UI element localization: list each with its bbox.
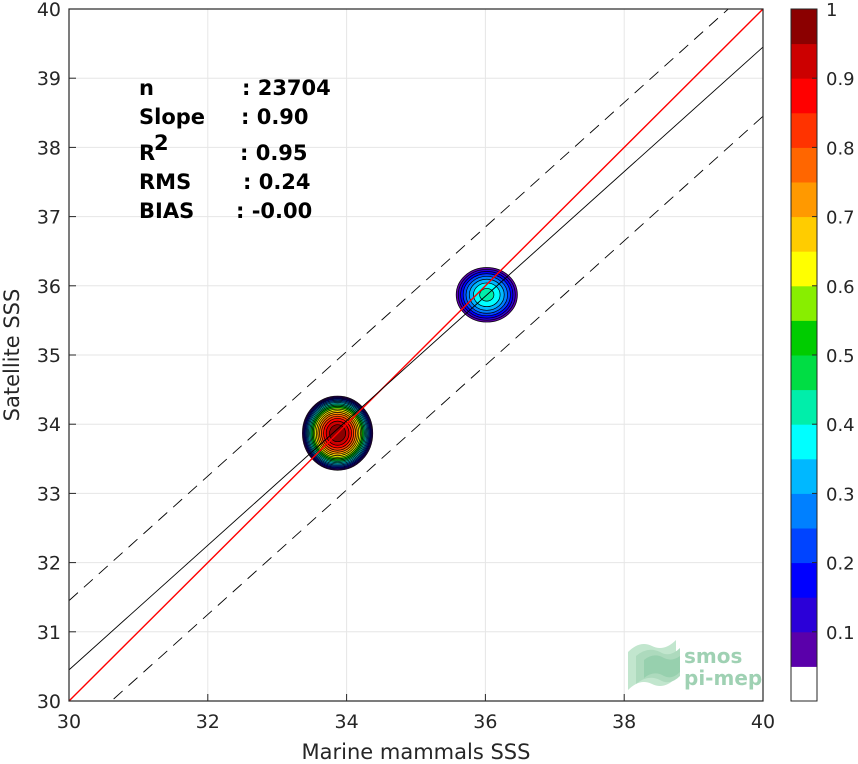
- stat-label: Slope: [139, 105, 205, 129]
- y-tick-label: 37: [37, 207, 61, 229]
- colorbar-tick-label: 0.3: [826, 484, 855, 505]
- colorbar-swatch: [791, 355, 817, 391]
- x-axis-ticks: 30 32 34 36 38 40: [57, 694, 775, 733]
- stat-value: : 0.24: [243, 170, 311, 194]
- y-tick-label: 38: [37, 137, 61, 159]
- stat-label: n: [139, 76, 154, 100]
- logo-line2: pi-mep: [684, 666, 762, 690]
- colorbar-swatch: [791, 285, 817, 321]
- colorbar-tick-label: 1: [826, 0, 837, 21]
- stat-value: : 0.95: [240, 141, 308, 165]
- colorbar-frame: [790, 8, 818, 702]
- stat-value: : 23704: [242, 76, 331, 100]
- colorbar-swatch: [791, 112, 817, 148]
- colorbar-swatch: [791, 320, 817, 356]
- x-tick-label: 34: [335, 711, 359, 733]
- x-tick-label: 38: [612, 711, 636, 733]
- colorbar-swatch: [791, 597, 817, 633]
- y-tick-label: 34: [37, 414, 61, 436]
- y-tick-label: 33: [37, 483, 61, 505]
- colorbar-swatch: [791, 78, 817, 114]
- colorbar-tick-label: 0.9: [826, 69, 855, 90]
- reference-lines: [69, 9, 763, 701]
- colorbar-tick-label: 0.5: [826, 346, 855, 367]
- colorbar-swatch: [791, 147, 817, 183]
- x-tick-label: 32: [196, 711, 220, 733]
- stat-label: RMS: [139, 170, 191, 194]
- colorbar-swatch: [791, 528, 817, 564]
- colorbar-swatch: [791, 182, 817, 218]
- stat-label: BIAS: [139, 199, 194, 223]
- y-tick-label: 32: [37, 553, 61, 575]
- colorbar-swatch: [791, 458, 817, 494]
- x-tick-label: 36: [473, 711, 497, 733]
- colorbar-swatch: [791, 424, 817, 460]
- colorbar-swatch: [791, 562, 817, 598]
- logo-line1: smos: [684, 644, 742, 668]
- logo-waves-icon: [628, 640, 680, 690]
- y-axis-ticks: 30 31 32 33 34 35 36 37 38 39 40: [37, 0, 76, 713]
- y-tick-label: 31: [37, 622, 61, 644]
- y-axis-label: Satellite SSS: [0, 289, 24, 422]
- stat-value: : -0.00: [236, 199, 312, 223]
- colorbar-tick-label: 0.6: [826, 277, 855, 298]
- y-tick-label: 36: [37, 276, 61, 298]
- colorbar-swatch: [791, 43, 817, 79]
- x-axis-label: Marine mammals SSS: [302, 740, 531, 764]
- one-to-one-line: [69, 9, 763, 701]
- x-tick-label: 40: [751, 711, 775, 733]
- colorbar: [791, 9, 817, 702]
- x-tick-label: 30: [57, 711, 81, 733]
- stats-box: n : 23704 Slope : 0.90 R2 : 0.95 RMS : 0.24 BIAS…: [139, 76, 331, 223]
- colorbar-swatch: [791, 251, 817, 287]
- regression-offset-line: [110, 115, 763, 701]
- y-tick-label: 30: [37, 691, 61, 713]
- colorbar-swatch: [791, 389, 817, 425]
- smos-pi-mep-logo: smos pi-mep: [628, 640, 762, 690]
- colorbar-tick-label: 0.2: [826, 554, 855, 575]
- y-tick-label: 40: [37, 0, 61, 21]
- regression-line: [69, 46, 763, 671]
- stat-label: R: [139, 141, 155, 165]
- colorbar-tick-label: 0.1: [826, 623, 855, 644]
- colorbar-swatch: [791, 666, 817, 702]
- grid: [68, 8, 764, 702]
- stat-label-sup: 2: [154, 131, 169, 155]
- y-tick-label: 39: [37, 68, 61, 90]
- colorbar-swatch: [791, 216, 817, 252]
- colorbar-swatch: [791, 9, 817, 45]
- colorbar-tick-label: 0.7: [826, 208, 855, 229]
- colorbar-ticks: 0.1 0.2 0.3 0.4 0.5 0.6 0.7 0.8 0.9 1: [812, 0, 855, 644]
- colorbar-swatch: [791, 493, 817, 529]
- colorbar-tick-label: 0.8: [826, 138, 855, 159]
- stat-value: : 0.90: [241, 105, 309, 129]
- y-tick-label: 35: [37, 345, 61, 367]
- colorbar-tick-label: 0.4: [826, 415, 855, 436]
- colorbar-swatch: [791, 631, 817, 667]
- regression-offset-line: [69, 9, 729, 601]
